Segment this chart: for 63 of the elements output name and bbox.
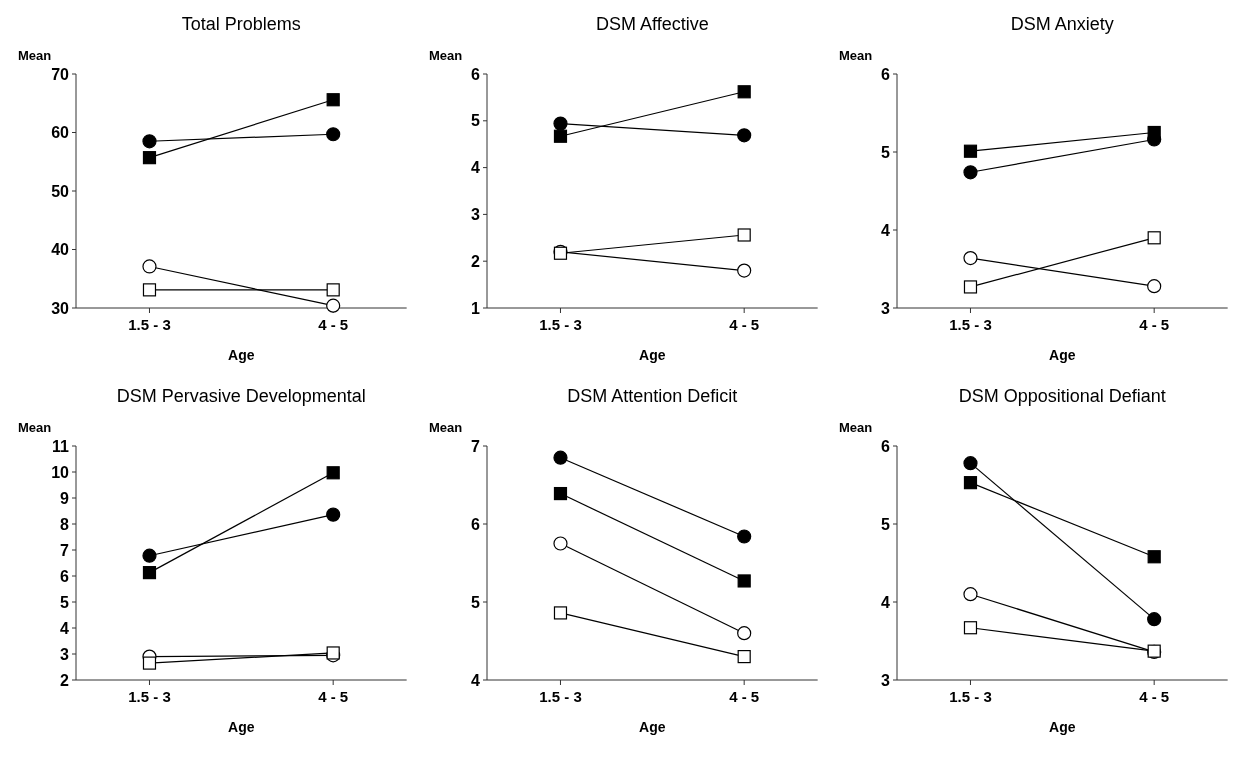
y-tick-label: 7	[60, 541, 70, 559]
x-tick-label: 1.5 - 3	[949, 316, 993, 333]
x-tick-label: 1.5 - 3	[949, 688, 993, 705]
x-tick-label: 1.5 - 3	[538, 688, 582, 705]
y-tick-label: 3	[881, 671, 891, 689]
y-tick-label: 10	[51, 463, 70, 481]
y-tick-label: 6	[881, 437, 891, 455]
y-tick-label: 6	[60, 567, 70, 585]
y-tick-label: 3	[60, 645, 70, 663]
y-tick-label: 5	[470, 593, 480, 611]
y-tick-label: 6	[881, 65, 891, 83]
y-tick-label: 3	[881, 299, 891, 317]
x-axis-title: Age	[228, 347, 255, 363]
y-tick-label: 7	[470, 437, 480, 455]
y-axis-title: Mean	[428, 420, 462, 435]
x-tick-label: 4 - 5	[318, 688, 349, 705]
y-tick-label: 6	[470, 515, 480, 533]
x-axis-title: Age	[228, 719, 255, 735]
x-axis-title: Age	[638, 347, 666, 363]
x-tick-label: 4 - 5	[1139, 316, 1170, 333]
y-tick-label: 11	[52, 437, 70, 455]
y-tick-label: 5	[60, 593, 70, 611]
chart-title: DSM Oppositional Defiant	[959, 386, 1167, 406]
x-tick-label: 1.5 - 3	[128, 688, 171, 705]
x-tick-label: 4 - 5	[728, 316, 759, 333]
y-tick-label: 30	[51, 299, 70, 317]
y-tick-label: 2	[470, 252, 480, 270]
y-tick-label: 70	[51, 65, 70, 83]
y-tick-label: 8	[60, 515, 70, 533]
x-tick-label: 1.5 - 3	[538, 316, 582, 333]
y-tick-label: 60	[51, 124, 70, 142]
y-tick-label: 4	[470, 159, 480, 177]
chart-title: DSM Anxiety	[1011, 14, 1115, 34]
y-tick-label: 4	[881, 221, 891, 239]
chart-title: DSM Affective	[595, 14, 709, 34]
y-tick-label: 9	[60, 489, 70, 507]
chart-title: DSM Attention Deficit	[566, 386, 738, 406]
y-tick-label: 4	[60, 619, 70, 637]
chart-title: DSM Pervasive Developmental	[116, 386, 366, 406]
y-axis-title: Mean	[18, 420, 52, 435]
y-tick-label: 2	[60, 671, 70, 689]
y-tick-label: 1	[470, 299, 480, 317]
y-tick-label: 6	[470, 65, 480, 83]
y-axis-title: Mean	[18, 48, 52, 63]
y-axis-title: Mean	[428, 48, 462, 63]
x-tick-label: 4 - 5	[728, 688, 759, 705]
x-tick-label: 4 - 5	[1139, 688, 1170, 705]
y-tick-label: 5	[470, 112, 480, 130]
y-tick-label: 4	[470, 671, 480, 689]
y-tick-label: 40	[51, 241, 70, 259]
y-tick-label: 5	[881, 515, 891, 533]
x-axis-title: Age	[638, 719, 666, 735]
y-tick-label: 3	[470, 206, 480, 223]
y-axis-title: Mean	[839, 420, 873, 435]
x-axis-title: Age	[1049, 347, 1077, 363]
y-tick-label: 50	[51, 182, 70, 200]
x-axis-title: Age	[1049, 719, 1077, 735]
y-tick-label: 5	[881, 143, 891, 161]
x-tick-label: 4 - 5	[318, 316, 349, 333]
chart-title: Total Problems	[181, 14, 301, 34]
y-axis-title: Mean	[839, 48, 873, 63]
x-tick-label: 1.5 - 3	[128, 316, 171, 333]
y-tick-label: 4	[881, 593, 891, 611]
